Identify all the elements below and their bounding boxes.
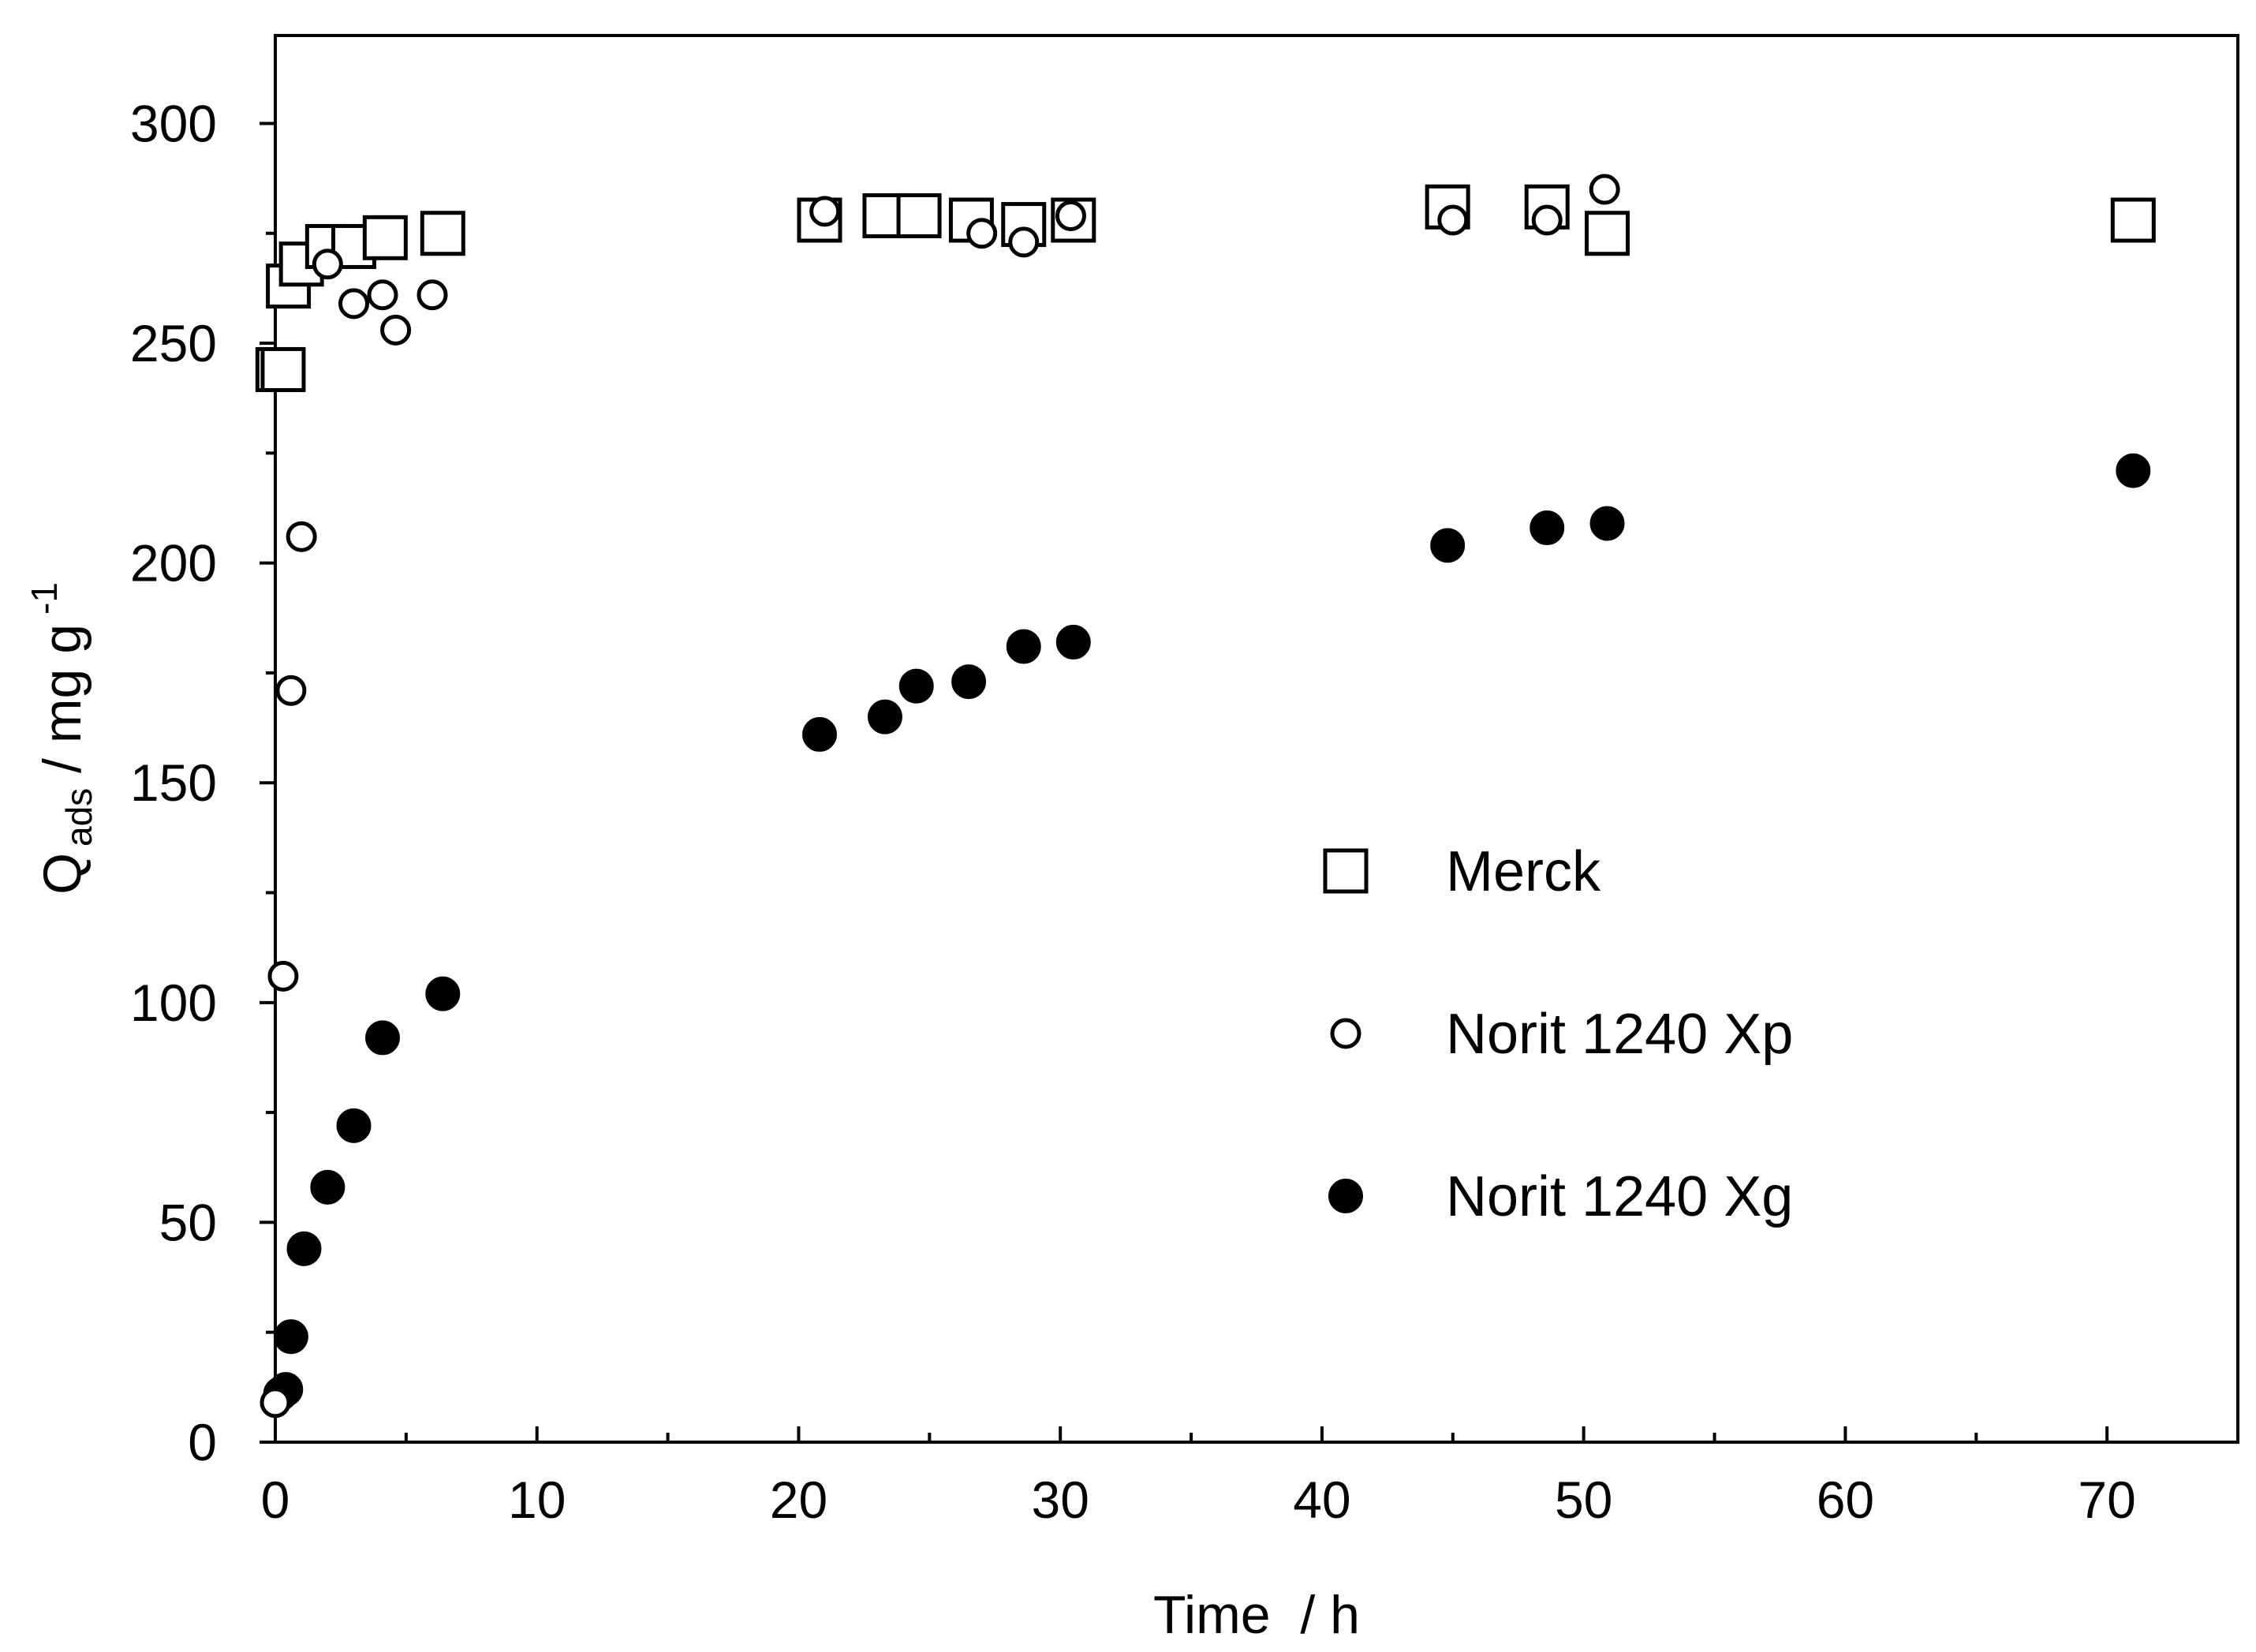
filled-circle-point (286, 1231, 322, 1266)
y-axis-title-subscript: ads (58, 788, 99, 847)
filled-circle-point (425, 976, 461, 1011)
x-tick-label: 50 (1555, 1471, 1612, 1529)
legend-label: Norit 1240 Xp (1446, 1003, 1793, 1066)
filled-circle-point (336, 1108, 372, 1143)
filled-circle-point (1430, 528, 1466, 563)
y-axis-title-units: / mg g (32, 624, 92, 788)
legend-label: Merck (1446, 840, 1601, 903)
open-square-point (896, 192, 942, 238)
open-square-point (420, 211, 465, 256)
y-axis-title-base: Q (32, 853, 92, 895)
legend-label: Norit 1240 Xg (1446, 1165, 1793, 1228)
open-circle-point (338, 288, 370, 320)
filled-circle-point (273, 1319, 308, 1355)
open-circle-point (260, 1387, 291, 1418)
filled-circle-point (1006, 629, 1041, 664)
open-circle-point (275, 675, 307, 706)
open-circle-point (286, 521, 317, 552)
filled-circle-point (867, 699, 902, 734)
y-tick-label: 50 (159, 1193, 217, 1251)
filled-circle-point (1530, 510, 1565, 546)
y-axis: 0 50 100 150 200 250 300 (130, 94, 275, 1471)
open-circle-point (1531, 204, 1563, 236)
legend-marker-open-circle (1330, 1018, 1361, 1049)
open-circle-point (966, 218, 998, 249)
open-circle-point (1589, 174, 1620, 205)
open-circle-point (416, 279, 448, 311)
open-circle-point (267, 960, 299, 992)
filled-circle-point (365, 1020, 401, 1056)
y-axis-title-superscript: -1 (24, 582, 65, 615)
open-square-point (2110, 197, 2156, 243)
open-square-point (362, 215, 408, 260)
y-axis-title: Qads / mg g -1 (24, 582, 99, 895)
x-tick-label: 10 (508, 1471, 566, 1529)
open-circle-point (1055, 200, 1086, 231)
open-circle-point (1437, 204, 1469, 236)
x-axis: 0 10 20 30 40 50 60 70 (261, 1426, 2239, 1529)
filled-circle-point (951, 664, 987, 700)
x-tick-label: 70 (2078, 1471, 2135, 1529)
y-tick-label: 300 (130, 94, 217, 152)
data-marks (255, 174, 2156, 1418)
open-circle-point (380, 314, 412, 346)
y-tick-label: 200 (130, 534, 217, 592)
x-tick-label: 40 (1293, 1471, 1350, 1529)
x-tick-label: 60 (1817, 1471, 1874, 1529)
filled-circle-point (802, 716, 838, 752)
plot-frame (274, 34, 2239, 1444)
open-square-point (1585, 211, 1630, 256)
filled-circle-point (2116, 453, 2151, 488)
open-circle-point (312, 249, 343, 280)
open-circle-point (809, 196, 841, 227)
filled-circle-point (1055, 624, 1091, 660)
y-tick-label: 250 (130, 314, 217, 372)
filled-circle-point (1589, 506, 1625, 541)
open-circle-point (367, 279, 398, 311)
filled-circle-point (898, 668, 934, 704)
filled-circle-point (310, 1169, 345, 1205)
x-tick-label: 0 (261, 1471, 290, 1529)
legend-marker-filled-circle (1328, 1179, 1363, 1213)
y-tick-label: 150 (130, 753, 217, 812)
x-axis-title: Time / h (1153, 1585, 1360, 1645)
open-circle-point (1008, 226, 1040, 258)
x-tick-label: 30 (1031, 1471, 1089, 1529)
open-square-point (260, 346, 306, 392)
y-tick-label: 0 (188, 1413, 217, 1471)
legend-marker-open-square (1323, 848, 1369, 894)
y-tick-label: 100 (130, 974, 217, 1032)
legend: Merck Norit 1240 Xp Norit 1240 Xg (1323, 840, 1793, 1228)
x-tick-label: 20 (770, 1471, 827, 1529)
